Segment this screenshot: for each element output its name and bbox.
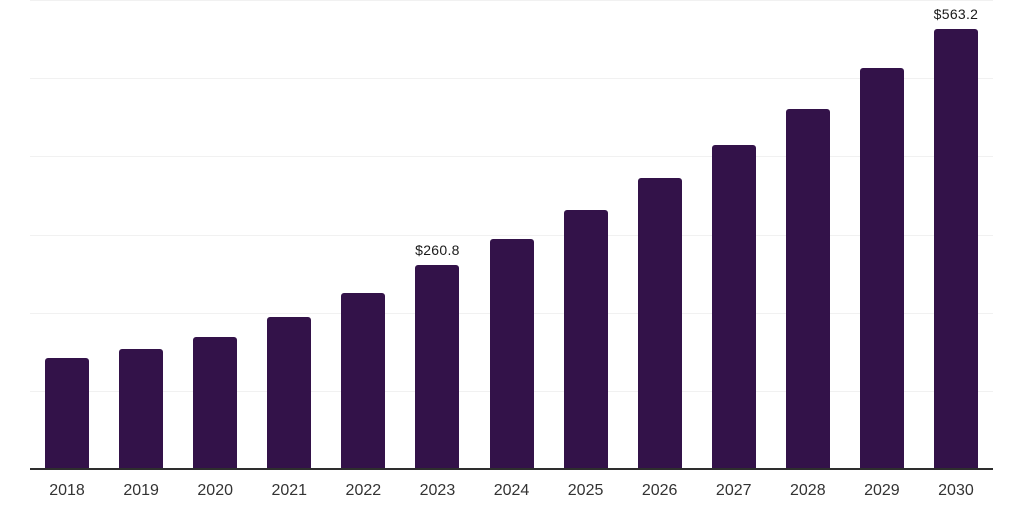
bar-2024 [489, 239, 534, 469]
bar-2018 [45, 358, 90, 469]
x-tick-label-2023: 2023 [419, 482, 456, 499]
gridline-400 [30, 156, 993, 158]
bar-2021 [267, 316, 312, 469]
x-tick-label-2027: 2027 [715, 482, 752, 499]
x-tick-label-2026: 2026 [641, 482, 678, 499]
x-tick-label-2018: 2018 [49, 482, 85, 499]
x-tick-label-2024: 2024 [493, 482, 530, 499]
gridline-500 [30, 78, 993, 80]
x-tick-label-2025: 2025 [567, 482, 604, 499]
x-tick-label-2020: 2020 [197, 482, 233, 499]
bar-2026 [637, 178, 682, 469]
bar-2022 [341, 293, 386, 469]
x-tick-label-2022: 2022 [345, 482, 382, 499]
x-tick-label-2029: 2029 [864, 482, 900, 499]
bar-2020 [193, 336, 238, 469]
x-tick-label-2021: 2021 [271, 482, 308, 499]
gridline-300 [30, 234, 993, 236]
bar-2029 [859, 68, 904, 469]
x-tick-label-2030: 2030 [938, 482, 974, 499]
x-tick-label-2028: 2028 [790, 482, 826, 499]
gridline-600 [30, 0, 993, 1]
bar-2027 [711, 145, 756, 469]
bar-2023 [415, 265, 460, 469]
bar-2025 [563, 210, 608, 469]
x-tick-label-2019: 2019 [123, 482, 159, 499]
value-label-2030: $563.2 [933, 5, 979, 22]
bar-2028 [785, 108, 830, 469]
bar-2030 [933, 28, 978, 469]
x-axis-line [30, 468, 993, 470]
value-label-2023: $260.8 [415, 242, 460, 259]
bar-2019 [119, 348, 164, 469]
plot-area: $260.8 $563.2 [30, 0, 993, 470]
